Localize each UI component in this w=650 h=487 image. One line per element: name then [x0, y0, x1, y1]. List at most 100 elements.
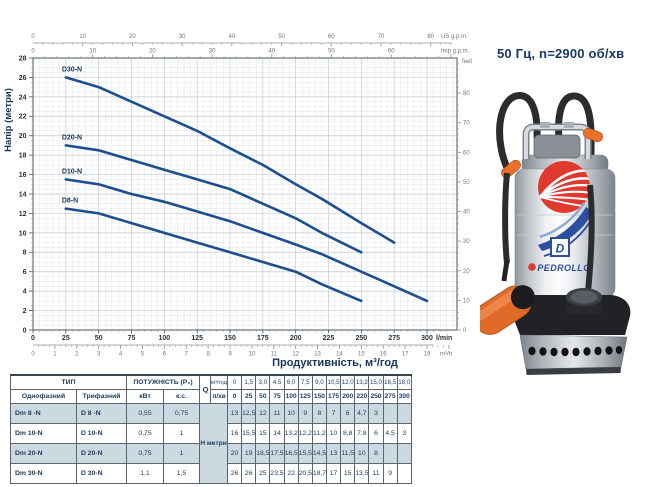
head-value: 7: [325, 403, 342, 424]
pump-photo: D PEDROLLO: [473, 85, 650, 385]
head-value: 20,5: [297, 463, 313, 484]
q-lmin-value: 100: [283, 389, 299, 404]
axis-tick-label: 20: [129, 34, 136, 40]
head-value: 9: [297, 403, 313, 424]
hp-header: к.с.: [163, 389, 200, 404]
head-value: 14: [269, 423, 285, 444]
head-value: 13,5: [354, 463, 370, 484]
axis-tick-label: 60: [463, 150, 470, 156]
axis-tick-label: 10: [463, 298, 470, 304]
axis-tick-label: 16: [380, 352, 387, 358]
axis-tick-label: 12: [292, 352, 299, 358]
axis-tick-label: 70: [463, 121, 470, 127]
head-value: 11,2: [311, 423, 327, 444]
head-value: 13,2: [283, 423, 299, 444]
head-value: [382, 443, 398, 464]
head-value: [396, 463, 412, 484]
h-meters-label: Н метри: [199, 403, 228, 484]
q-m3h-value: 10,5: [325, 374, 342, 390]
top-axis-unit-imp: Imp g.p.m.: [441, 49, 470, 55]
head-value: 3: [396, 423, 412, 444]
axis-tick-label: 30: [463, 239, 470, 245]
head-value: 15: [255, 423, 271, 444]
axis-tick-label: 11: [271, 352, 278, 358]
kw-header: кВт: [126, 389, 164, 404]
x-axis-title: Продуктивність, м³/год: [272, 357, 398, 369]
model-three-phase: D 20-N: [76, 443, 127, 464]
curve-D8-N: [64, 207, 363, 303]
power-kw-value: 0,75: [126, 443, 164, 464]
head-value: 15: [340, 463, 356, 484]
axis-tick-label: 26: [19, 75, 27, 82]
q-label: Q: [202, 385, 209, 394]
axis-tick-label: 30: [209, 49, 216, 55]
axis-tick-label: 6: [163, 352, 167, 358]
head-value: 4,7: [354, 403, 370, 424]
axis-tick-label: 20: [463, 269, 470, 275]
q-unit-lmin: л/хв: [212, 393, 226, 400]
axis-tick-label: 9: [228, 352, 232, 358]
model-three-phase: D 30-N: [76, 463, 127, 484]
axis-tick-label: 40: [268, 49, 275, 55]
power-hp-value: 1: [163, 423, 200, 444]
q-lmin-value: 25: [241, 389, 257, 404]
q-m3h-value: 0: [226, 374, 243, 390]
axis-tick-label: 20: [19, 133, 27, 140]
axis-tick-label: 2: [23, 308, 27, 315]
axis-tick-label: 80: [463, 91, 470, 97]
axis-tick-label: 8: [23, 250, 27, 257]
q-unit-m3h: м³/год: [211, 376, 227, 390]
power-kw-value: 0,75: [126, 423, 164, 444]
axis-tick-label: 17: [402, 352, 409, 358]
axis-tick-label: 125: [191, 335, 203, 342]
axis-tick-label: 7: [185, 352, 189, 358]
power-kw-value: 0,55: [126, 403, 164, 424]
pump-base: [511, 288, 631, 335]
head-value: 8: [368, 443, 384, 464]
axis-tick-label: 14: [336, 352, 343, 358]
model-single-phase: Dm 20-N: [10, 443, 77, 464]
q-lmin-value: 0: [226, 389, 243, 404]
axis-tick-label: 0: [31, 49, 35, 55]
axis-tick-label: 8: [206, 352, 210, 358]
brand-logo: PEDROLLO: [528, 263, 590, 273]
axis-tick-label: 2: [75, 352, 79, 358]
q-lmin-value: 300: [396, 389, 412, 404]
axis-tick-label: 18: [424, 352, 431, 358]
model-three-phase: D 10-N: [76, 423, 127, 444]
axis-tick-label: 16: [19, 172, 27, 179]
axis-tick-label: 5: [141, 352, 145, 358]
head-value: 13: [325, 443, 342, 464]
q-lmin-value: 125: [297, 389, 313, 404]
curve-label-D8-N: D8-N: [62, 198, 78, 205]
head-value: 7,8: [354, 423, 370, 444]
head-value: 9: [382, 463, 398, 484]
curve-label-D10-N: D10-N: [62, 168, 82, 175]
axis-tick-label: 3: [97, 352, 101, 358]
head-value: [382, 403, 398, 424]
head-value: 11: [368, 463, 384, 484]
axis-tick-label: 0: [463, 328, 467, 334]
model-single-phase: Dm 8 -N: [10, 403, 77, 424]
q-m3h-value: 6,0: [283, 374, 299, 390]
head-value: 26: [226, 463, 243, 484]
q-lmin-value: 175: [325, 389, 342, 404]
axis-tick-label: 10: [89, 49, 96, 55]
axis-tick-label: 60: [388, 49, 395, 55]
axis-tick-label: 25: [62, 335, 70, 342]
axis-tick-label: 24: [19, 94, 27, 101]
axis-tick-label: 150: [224, 335, 236, 342]
head-value: [396, 403, 412, 424]
axis-tick-label: 0: [31, 352, 35, 358]
power-hp-value: 1,5: [163, 463, 200, 484]
q-m3h-value: 9,0: [311, 374, 327, 390]
q-m3h-value: 4,5: [269, 374, 285, 390]
head-value: 15,5: [297, 443, 313, 464]
frequency-speed-title: 50 Гц, n=2900 об/хв: [497, 46, 625, 61]
head-value: 8: [311, 403, 327, 424]
q-lmin-value: 200: [340, 389, 356, 404]
head-value: 8,8: [340, 423, 356, 444]
axis-tick-label: 10: [19, 230, 27, 237]
q-m3h-value: 1,5: [241, 374, 257, 390]
